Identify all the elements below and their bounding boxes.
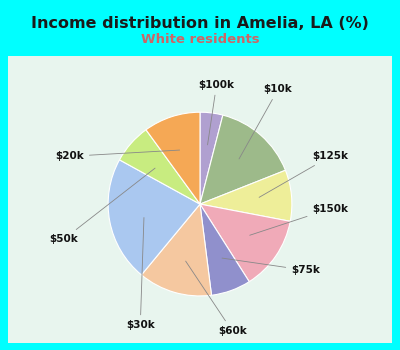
Wedge shape <box>120 130 200 204</box>
Wedge shape <box>200 112 223 204</box>
Wedge shape <box>146 112 200 204</box>
Wedge shape <box>200 115 286 204</box>
Text: $10k: $10k <box>239 84 292 159</box>
Wedge shape <box>200 204 290 282</box>
Text: $60k: $60k <box>186 261 246 336</box>
Text: $100k: $100k <box>198 80 234 145</box>
Text: Income distribution in Amelia, LA (%): Income distribution in Amelia, LA (%) <box>31 16 369 31</box>
Text: $50k: $50k <box>50 168 155 244</box>
Wedge shape <box>200 204 249 295</box>
Text: $125k: $125k <box>259 151 348 197</box>
Text: $30k: $30k <box>126 218 155 330</box>
Text: $75k: $75k <box>222 258 320 275</box>
Text: $20k: $20k <box>55 150 180 161</box>
Text: $150k: $150k <box>250 204 348 235</box>
Wedge shape <box>142 204 212 296</box>
Text: City-Data.com: City-Data.com <box>250 30 319 41</box>
Wedge shape <box>200 170 292 221</box>
Wedge shape <box>108 160 200 275</box>
Text: White residents: White residents <box>141 33 259 46</box>
